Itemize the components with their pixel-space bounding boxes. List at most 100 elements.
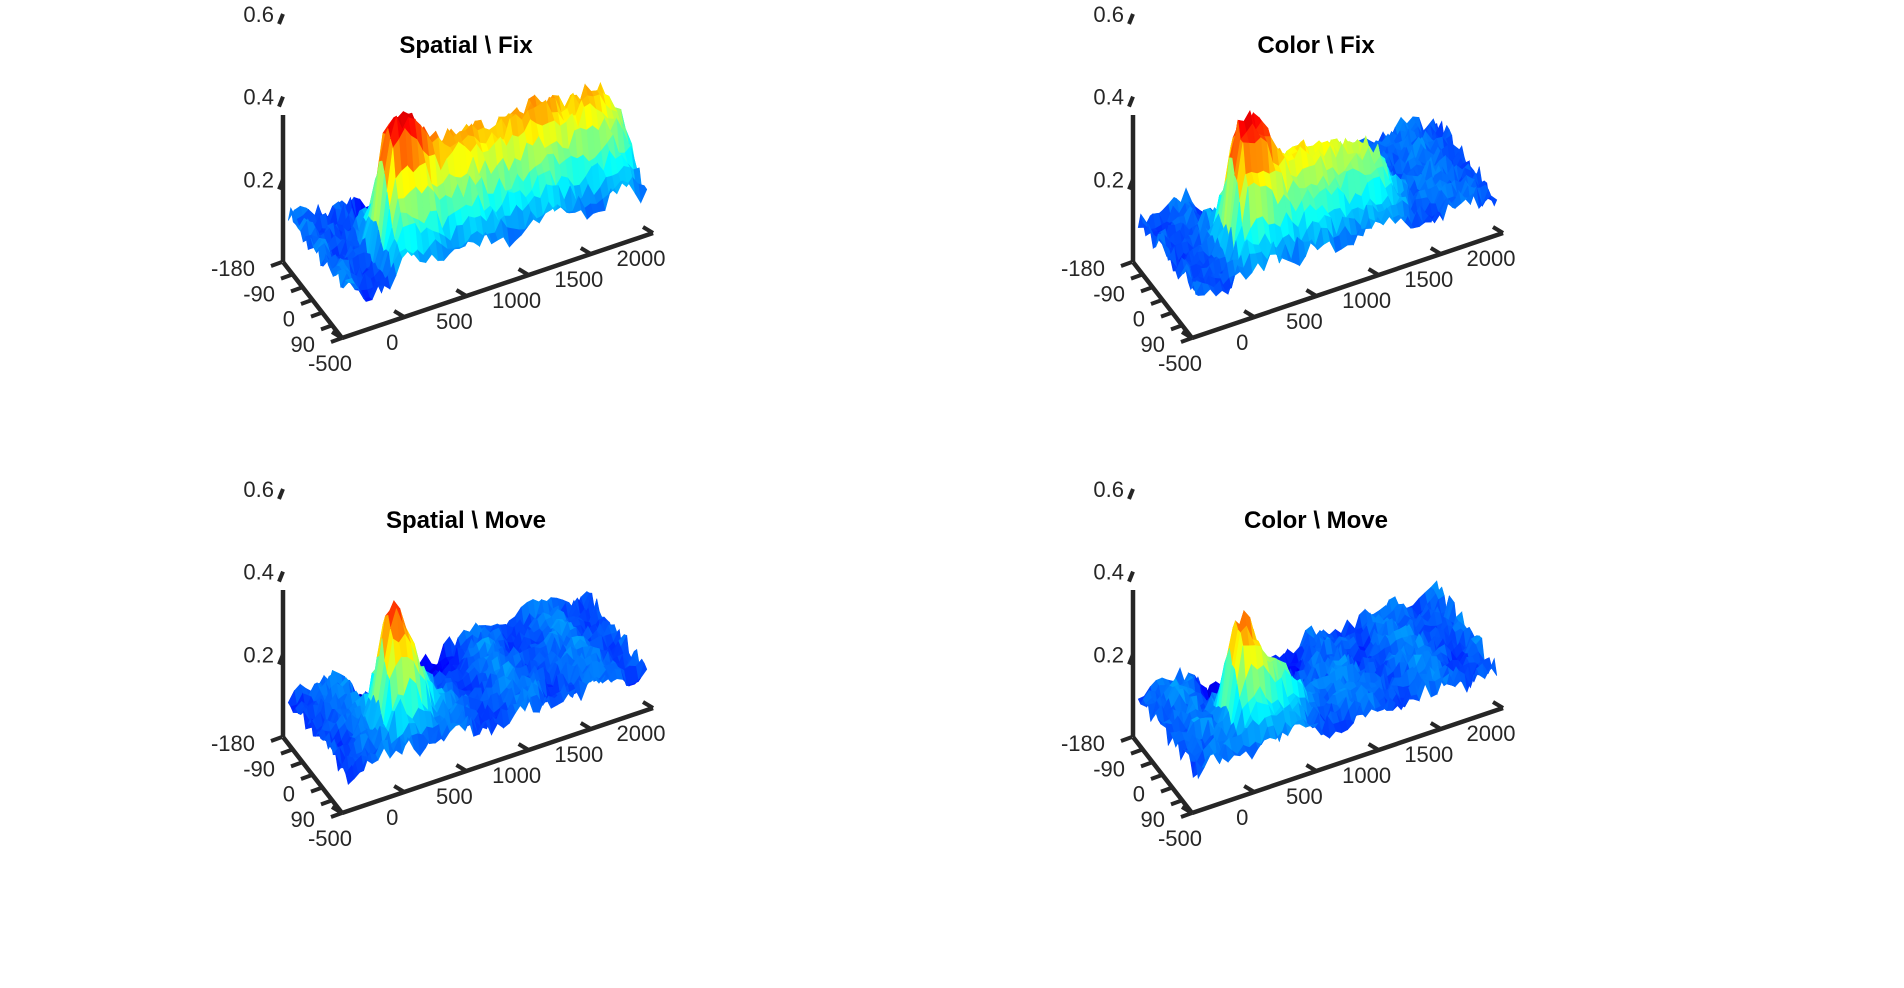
x-tick-label: 2000: [617, 721, 666, 746]
chart-title: Spatial \ Move: [386, 507, 546, 534]
x-axis-line: [1191, 705, 1504, 816]
z-tick-label: 0.6: [243, 2, 274, 27]
y-tick-mark: [300, 298, 313, 306]
surface-mesh: [1137, 110, 1498, 297]
z-tick-mark: [277, 653, 285, 666]
x-tick-mark: [1180, 330, 1194, 340]
y-tick-mark: [280, 747, 293, 756]
x-tick-label: -500: [1158, 351, 1202, 376]
y-tick-mark: [290, 760, 303, 769]
x-tick-mark: [1305, 763, 1318, 773]
x-tick-mark: [330, 805, 344, 815]
chart-svg: Color \ Move0.20.40.6-180-90090-50005001…: [1061, 477, 1516, 851]
surface-cell: [345, 278, 355, 284]
x-tick-label: 1000: [492, 763, 541, 788]
y-axis-line: [1131, 260, 1194, 340]
x-tick-label: 1000: [492, 288, 541, 313]
z-tick-label: 0.6: [243, 477, 274, 502]
x-tick-label: 0: [1236, 805, 1248, 830]
z-tick-mark: [277, 95, 285, 108]
x-tick-label: 2000: [617, 246, 666, 271]
x-tick-label: 1500: [1404, 742, 1453, 767]
y-tick-label: -90: [1093, 281, 1125, 306]
y-tick-label: 0: [1133, 307, 1145, 332]
surface-mesh: [287, 81, 648, 302]
chart-title: Spatial \ Fix: [399, 32, 533, 59]
z-tick-label: 0.2: [243, 642, 274, 667]
x-tick-mark: [1367, 742, 1380, 752]
x-tick-mark: [1243, 784, 1256, 794]
z-tick-mark: [1127, 570, 1135, 583]
z-tick-label: 0.6: [1093, 477, 1124, 502]
x-tick-label: -500: [308, 351, 352, 376]
chart-svg: Spatial \ Fix0.20.40.6-180-90090-5000500…: [211, 2, 666, 376]
y-tick-label: -180: [1061, 256, 1105, 281]
x-tick-label: 500: [1286, 784, 1323, 809]
y-tick-mark: [270, 735, 283, 743]
y-tick-mark: [1130, 272, 1143, 281]
y-tick-label: -90: [1093, 756, 1125, 781]
z-tick-label: 0.4: [1093, 560, 1124, 585]
y-tick-mark: [1130, 747, 1143, 756]
x-axis-line: [341, 230, 654, 341]
surface-cell: [345, 764, 355, 785]
z-tick-mark: [277, 570, 285, 583]
x-tick-label: 500: [1286, 309, 1323, 334]
y-tick-mark: [310, 785, 323, 794]
surface-cell: [1195, 282, 1205, 296]
x-axis-line: [341, 705, 654, 816]
surface-plot-spatial-fix: Spatial \ Fix 0.2 0.4 0.6 -180 -90 0 90 -500 0 500…: [0, 0, 952, 494]
x-tick-label: 500: [436, 309, 473, 334]
y-tick-mark: [270, 260, 283, 268]
x-tick-mark: [1491, 225, 1505, 235]
z-tick-mark: [1127, 653, 1135, 666]
y-tick-label: -180: [1061, 731, 1105, 756]
z-tick-mark: [277, 178, 285, 191]
z-tick-label: 0.2: [1093, 167, 1124, 192]
surface-cell: [1195, 759, 1205, 780]
y-tick-mark: [300, 773, 313, 781]
y-tick-label: 90: [1141, 332, 1165, 357]
surface-mesh: [1137, 580, 1498, 780]
y-axis-line: [281, 260, 344, 340]
y-tick-mark: [1160, 785, 1173, 794]
z-tick-mark: [1127, 95, 1135, 108]
x-tick-mark: [517, 267, 530, 277]
y-tick-mark: [320, 323, 333, 332]
y-tick-label: -180: [211, 256, 255, 281]
y-tick-mark: [1140, 285, 1153, 294]
x-tick-mark: [1367, 267, 1380, 277]
z-tick-label: 0.4: [1093, 85, 1124, 110]
x-tick-mark: [641, 700, 655, 710]
y-tick-mark: [1170, 323, 1183, 332]
y-tick-label: -90: [243, 756, 275, 781]
x-tick-label: 500: [436, 784, 473, 809]
x-tick-mark: [1429, 246, 1442, 256]
z-tick-label: 0.4: [243, 85, 274, 110]
chart-svg: Color \ Fix0.20.40.6-180-90090-500050010…: [1061, 2, 1516, 376]
x-tick-mark: [1491, 700, 1505, 710]
y-tick-mark: [1140, 760, 1153, 769]
z-tick-label: 0.2: [243, 167, 274, 192]
y-axis-line: [281, 735, 344, 815]
x-tick-mark: [579, 246, 592, 256]
x-tick-label: -500: [1158, 826, 1202, 851]
z-tick-mark: [277, 488, 285, 500]
z-tick-mark: [1127, 178, 1135, 191]
y-tick-label: 0: [1133, 782, 1145, 807]
x-tick-label: 1500: [1404, 267, 1453, 292]
chart-title: Color \ Move: [1244, 507, 1388, 534]
x-axis-line: [1191, 230, 1504, 341]
surface-plot-color-move: Color \ Move 0.2 0.4 0.6 -180 -90 0 90 -500 0 500 1…: [850, 475, 1802, 969]
y-tick-label: -90: [243, 281, 275, 306]
chart-svg: Spatial \ Move0.20.40.6-180-90090-500050…: [211, 477, 666, 851]
x-tick-mark: [1180, 805, 1194, 815]
y-tick-label: 90: [291, 332, 315, 357]
chart-title: Color \ Fix: [1257, 32, 1375, 59]
x-tick-mark: [393, 309, 406, 319]
y-tick-label: -180: [211, 731, 255, 756]
x-tick-label: 2000: [1467, 246, 1516, 271]
surface-mesh: [287, 591, 648, 785]
y-tick-label: 0: [283, 782, 295, 807]
x-tick-mark: [1305, 288, 1318, 298]
